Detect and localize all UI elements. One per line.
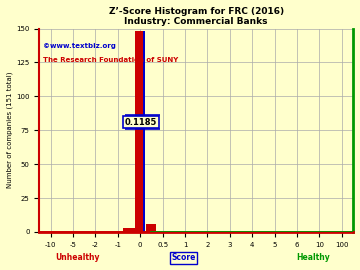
Bar: [123, 228, 135, 232]
Text: Healthy: Healthy: [297, 254, 330, 262]
Text: The Research Foundation of SUNY: The Research Foundation of SUNY: [42, 57, 178, 63]
Y-axis label: Number of companies (151 total): Number of companies (151 total): [7, 72, 13, 188]
Bar: [147, 224, 157, 232]
Text: Score: Score: [171, 254, 195, 262]
Text: Unhealthy: Unhealthy: [55, 254, 100, 262]
Title: Z’-Score Histogram for FRC (2016)
Industry: Commercial Banks: Z’-Score Histogram for FRC (2016) Indust…: [109, 7, 284, 26]
Text: ©www.textbiz.org: ©www.textbiz.org: [42, 43, 116, 49]
Bar: [143, 31, 144, 232]
Bar: [135, 31, 145, 232]
Text: 0.1185: 0.1185: [125, 118, 157, 127]
